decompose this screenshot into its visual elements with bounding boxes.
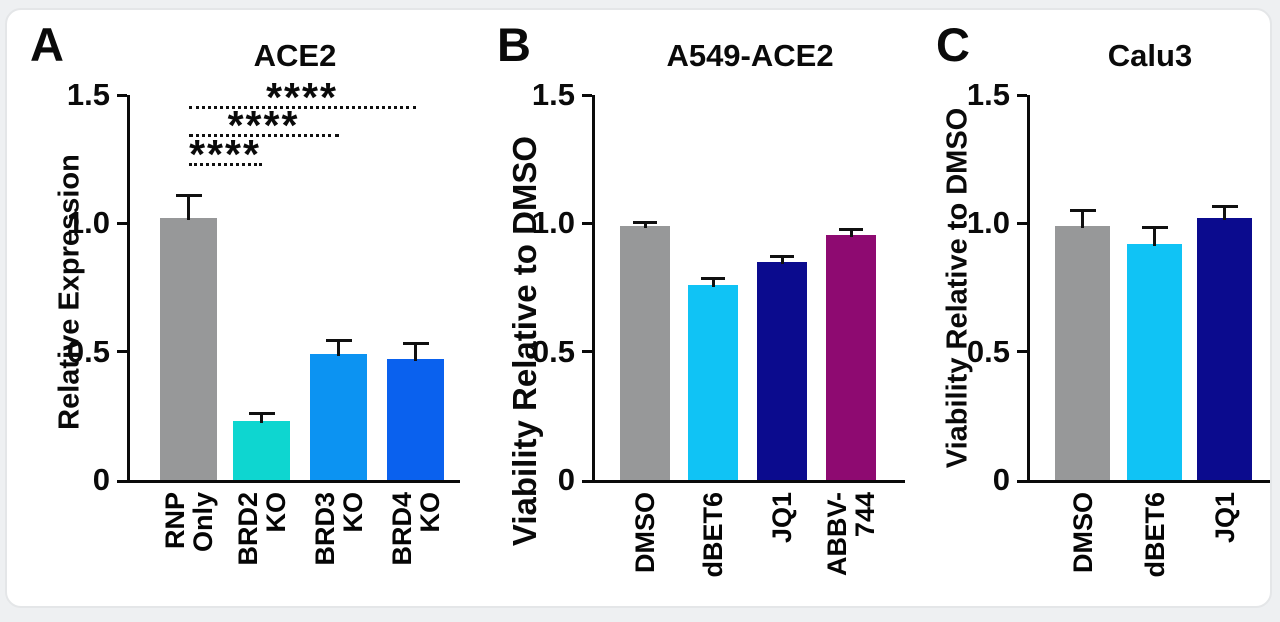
- panel-c-y-tick-label: 1.5: [966, 77, 1010, 112]
- panel-b-bar-jq1: [757, 261, 807, 480]
- panel-a-x-axis-line: [117, 480, 460, 483]
- panel-c-y-tick-mark: [1017, 221, 1027, 225]
- panel-b-x-axis-line: [582, 480, 905, 483]
- panel-c-error-bar-cap-dbet6: [1141, 225, 1168, 229]
- panel-b-y-tick-mark: [582, 221, 592, 225]
- panel-a-y-tick-label: 0.5: [66, 333, 110, 369]
- panel-a-error-bar-stem-brd2-ko: [260, 413, 263, 423]
- panel-b-bar-abbv-744: [826, 234, 876, 480]
- panel-c-y-tick-label: 1.0: [966, 205, 1010, 241]
- panel-b-error-bar-stem-dbet6: [711, 278, 715, 287]
- panel-c-y-tick-label: 0: [992, 462, 1010, 497]
- panel-c-y-tick-mark: [1017, 93, 1027, 97]
- panel-c-error-bar-cap-jq1: [1211, 205, 1238, 209]
- panel-b-bar-dbet6: [688, 284, 738, 480]
- panel-b-error-bar-cap-dbet6: [701, 277, 725, 281]
- panel-b-y-tick-label: 0.5: [531, 333, 575, 369]
- panel-a-y-tick-mark: [117, 93, 127, 97]
- panel-a-y-tick-mark: [117, 350, 127, 354]
- panel-a-y-axis-line: [127, 95, 130, 483]
- panel-a-y-tick-mark: [117, 221, 127, 225]
- panel-c-x-axis-line: [1017, 480, 1270, 483]
- panel-a-letter: A: [30, 18, 64, 71]
- panel-a-title: ACE2: [253, 38, 337, 73]
- panel-c-bar-dmso: [1055, 225, 1110, 480]
- panel-b-error-bar-stem-dmso: [643, 222, 647, 228]
- panel-a-x-category-label-text-rnp-only: RNP Only: [159, 492, 218, 553]
- panel-a-significance-line-0: [188, 163, 262, 166]
- panel-c-bar-jq1: [1197, 218, 1252, 480]
- panel-a-significance-stars-0: ****: [189, 131, 261, 177]
- panel-b-y-tick-label: 1.5: [531, 77, 575, 112]
- panel-b-x-category-label-text-abbv-744: ABBV- 744: [822, 492, 880, 577]
- panel-a-x-category-label-text-brd2-ko: BRD2 KO: [232, 492, 291, 566]
- panel-b-y-axis-line: [592, 95, 595, 483]
- panel-b-error-bar-cap-dmso: [633, 220, 657, 224]
- panel-b-bar-dmso: [620, 225, 670, 480]
- panel-a-x-category-label-text-brd3-ko: BRD3 KO: [309, 492, 368, 566]
- panel-c-x-category-label-text-jq1: JQ1: [1209, 492, 1240, 544]
- panel-b-title: A549-ACE2: [666, 38, 834, 73]
- panel-b-letter: B: [497, 18, 531, 71]
- panel-b-error-bar-cap-jq1: [770, 255, 794, 259]
- panel-a-y-tick-label: 1.5: [66, 77, 110, 112]
- panel-a-bar-brd4-ko: [387, 359, 444, 480]
- panel-a-significance-line-2: [188, 106, 416, 109]
- panel-a-error-bar-stem-brd4-ko: [414, 343, 417, 362]
- panel-a-x-category-label-text-brd4-ko: BRD4 KO: [386, 492, 445, 566]
- panel-c-x-category-label-text-dbet6: dBET6: [1139, 492, 1170, 578]
- panel-c-y-tick-mark: [1017, 350, 1027, 354]
- panel-a-error-bar-cap-rnp-only: [175, 193, 202, 197]
- panel-a-error-bar-stem-rnp-only: [187, 195, 190, 221]
- panel-a-significance-stars-1: ****: [227, 102, 300, 148]
- panel-c-error-bar-stem-jq1: [1223, 206, 1226, 221]
- panel-c-y-axis-label: Viability Relative to DMSO: [941, 107, 974, 469]
- panel-c-title: Calu3: [1107, 38, 1193, 73]
- panel-b-error-bar-cap-abbv-744: [839, 228, 863, 232]
- panel-b-y-tick-label: 1.0: [531, 205, 575, 241]
- panel-b-x-category-label-text-jq1: JQ1: [767, 492, 797, 544]
- panel-a-error-bar-cap-brd4-ko: [402, 342, 429, 346]
- panel-c-letter: C: [936, 18, 970, 71]
- panel-b-error-bar-stem-jq1: [780, 256, 784, 264]
- panel-c-y-axis-line: [1027, 95, 1030, 483]
- panel-a-y-axis-label: Relative Expression: [53, 154, 86, 430]
- panel-a-bar-rnp-only: [160, 218, 217, 480]
- panel-a-bar-brd3-ko: [310, 354, 367, 480]
- panel-c-bar-dbet6: [1127, 243, 1182, 480]
- panel-c-error-bar-cap-dmso: [1069, 209, 1096, 212]
- panel-a-significance-line-1: [188, 134, 339, 137]
- panel-a-y-tick-label: 1.0: [66, 205, 110, 241]
- panel-a-error-bar-cap-brd3-ko: [325, 338, 352, 342]
- panel-b-x-category-label-text-dmso: DMSO: [630, 492, 660, 573]
- panel-a-error-bar-cap-brd2-ko: [248, 411, 275, 415]
- panel-b-y-tick-label: 0: [557, 462, 575, 497]
- panel-b-error-bar-stem-abbv-744: [849, 229, 853, 237]
- panel-c-y-tick-label: 0.5: [966, 333, 1010, 369]
- panel-a-y-tick-label: 0: [92, 462, 110, 497]
- panel-c-error-bar-stem-dmso: [1081, 210, 1084, 228]
- panel-c-x-category-label-text-dmso: DMSO: [1067, 492, 1098, 573]
- panel-a-bar-brd2-ko: [233, 420, 290, 480]
- panel-a-error-bar-stem-brd3-ko: [337, 340, 340, 357]
- panel-a-significance-stars-2: ****: [266, 74, 338, 120]
- panel-b-x-category-label-text-dbet6: dBET6: [698, 492, 728, 578]
- panel-b-y-tick-mark: [582, 93, 592, 97]
- panel-b-y-tick-mark: [582, 350, 592, 354]
- panel-c-error-bar-stem-dbet6: [1153, 227, 1156, 246]
